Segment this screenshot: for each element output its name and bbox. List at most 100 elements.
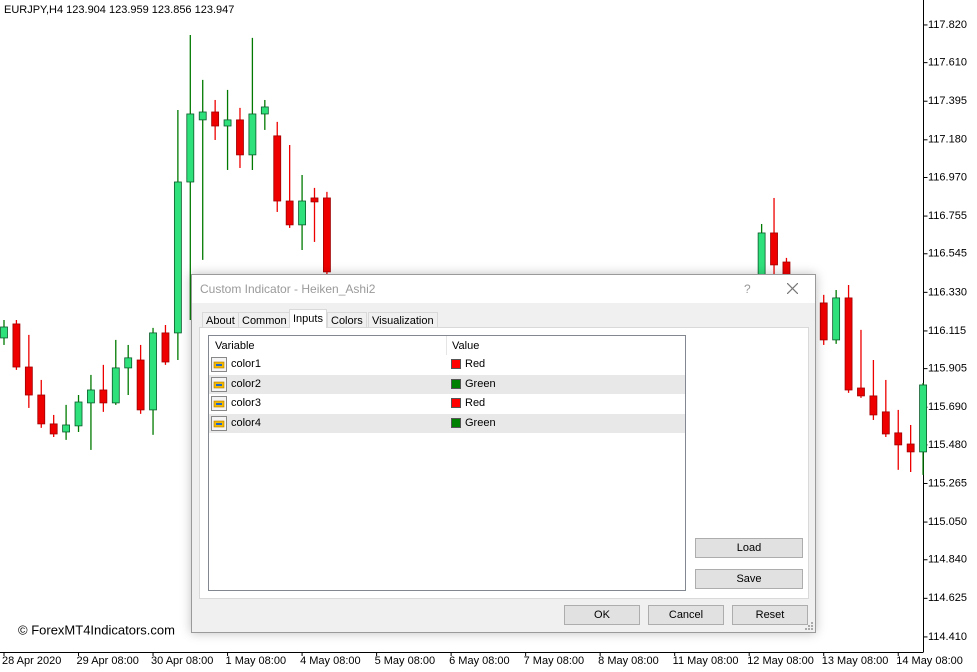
candle-body bbox=[273, 135, 282, 202]
candle-body bbox=[310, 197, 319, 203]
save-button[interactable]: Save bbox=[695, 569, 803, 589]
load-button[interactable]: Load bbox=[695, 538, 803, 558]
candle-body bbox=[0, 326, 8, 339]
column-separator bbox=[446, 336, 447, 355]
input-row[interactable]: color4 Green bbox=[209, 413, 685, 433]
candle-body bbox=[236, 119, 244, 156]
variable-name: color2 bbox=[231, 377, 261, 390]
x-tick-label: 6 May 08:00 bbox=[449, 655, 510, 667]
x-tick-label: 4 May 08:00 bbox=[300, 655, 361, 667]
cancel-button[interactable]: Cancel bbox=[648, 605, 724, 625]
column-header: Value bbox=[452, 340, 480, 352]
variable-icon bbox=[211, 357, 227, 372]
y-tick-label: 117.180 bbox=[928, 134, 967, 146]
x-tick-label: 14 May 08:00 bbox=[896, 655, 963, 667]
x-tick-label: 28 Apr 2020 bbox=[2, 655, 61, 667]
tab[interactable]: About bbox=[202, 312, 239, 327]
candle-body bbox=[757, 232, 766, 276]
candle-body bbox=[894, 432, 903, 446]
candle-body bbox=[857, 387, 865, 397]
dialog-title: Custom Indicator - Heiken_Ashi2 bbox=[200, 282, 376, 296]
input-row[interactable]: color3 Red bbox=[209, 394, 685, 413]
candle-body bbox=[37, 394, 46, 425]
candle-body bbox=[323, 197, 331, 273]
variable-name: color4 bbox=[231, 416, 261, 429]
candle-body bbox=[149, 332, 157, 411]
y-tick-label: 116.545 bbox=[928, 248, 967, 260]
input-row[interactable]: color1 Red bbox=[209, 355, 685, 374]
y-tick-label: 116.755 bbox=[928, 210, 967, 222]
y-tick-label: 114.410 bbox=[928, 631, 967, 643]
tab[interactable]: Colors bbox=[327, 312, 367, 327]
y-tick-label: 116.970 bbox=[928, 171, 967, 183]
tab[interactable]: Common bbox=[238, 312, 291, 327]
y-tick-label: 116.330 bbox=[928, 286, 967, 298]
candle-body bbox=[173, 181, 182, 334]
x-tick-label: 29 Apr 08:00 bbox=[77, 655, 139, 667]
tab-active[interactable]: Inputs bbox=[289, 309, 327, 328]
ok-button[interactable]: OK bbox=[564, 605, 640, 625]
tab[interactable]: Visualization bbox=[368, 312, 438, 327]
color-swatch bbox=[451, 378, 461, 389]
candle-body bbox=[62, 424, 70, 433]
candle-body bbox=[919, 384, 927, 453]
reset-button[interactable]: Reset bbox=[732, 605, 808, 625]
y-tick-label: 115.050 bbox=[928, 516, 967, 528]
watermark: © ForexMT4Indicators.com bbox=[18, 622, 175, 637]
candle-body bbox=[136, 359, 145, 411]
candle-body bbox=[260, 106, 269, 115]
variable-value: Red bbox=[465, 358, 486, 370]
y-tick-label: 115.690 bbox=[928, 401, 967, 413]
x-tick-label: 1 May 08:00 bbox=[226, 655, 287, 667]
variable-value: Green bbox=[465, 416, 496, 429]
y-tick-label: 117.610 bbox=[928, 57, 967, 69]
input-row[interactable]: color2 Green bbox=[209, 374, 685, 394]
y-tick-label: 117.820 bbox=[928, 19, 967, 31]
y-tick-label: 117.395 bbox=[928, 95, 967, 107]
help-button[interactable]: ? bbox=[744, 282, 751, 296]
candle-body bbox=[832, 297, 841, 341]
x-tick-label: 5 May 08:00 bbox=[375, 655, 436, 667]
x-tick-label: 7 May 08:00 bbox=[524, 655, 585, 667]
indicator-dialog: Custom Indicator - Heiken_Ashi2 ? About … bbox=[191, 274, 816, 633]
candle-body bbox=[298, 200, 306, 226]
candle-body bbox=[211, 111, 220, 127]
variable-icon bbox=[211, 396, 227, 411]
candle-body bbox=[285, 200, 294, 226]
close-button[interactable] bbox=[787, 283, 798, 294]
candle-body bbox=[223, 119, 232, 127]
candle-body bbox=[881, 411, 890, 435]
candle-body bbox=[819, 302, 828, 341]
variable-icon bbox=[211, 376, 227, 392]
candle-body bbox=[74, 401, 83, 427]
x-tick-label: 30 Apr 08:00 bbox=[151, 655, 213, 667]
variable-value: Green bbox=[465, 377, 496, 390]
variable-value: Red bbox=[465, 397, 486, 409]
candle-body bbox=[24, 366, 33, 396]
y-tick-label: 115.265 bbox=[928, 477, 967, 489]
resize-grip bbox=[805, 622, 813, 630]
y-tick-label: 116.115 bbox=[928, 325, 966, 337]
column-header: Variable bbox=[215, 340, 255, 352]
candle-body bbox=[12, 323, 21, 368]
candle-body bbox=[161, 332, 170, 363]
candle-body bbox=[248, 113, 257, 156]
y-tick-label: 115.905 bbox=[928, 363, 967, 375]
color-swatch bbox=[451, 417, 461, 428]
color-swatch bbox=[451, 359, 461, 369]
x-tick-label: 12 May 08:00 bbox=[747, 655, 814, 667]
candle-body bbox=[844, 297, 853, 391]
candle-body bbox=[906, 443, 915, 453]
chart-title: EURJPY,H4 123.904 123.959 123.856 123.94… bbox=[4, 4, 234, 16]
candle-body bbox=[124, 357, 133, 369]
candle-body bbox=[111, 367, 120, 404]
x-tick-label: 8 May 08:00 bbox=[598, 655, 659, 667]
x-tick-label: 13 May 08:00 bbox=[822, 655, 889, 667]
inputs-list: Variable Value color1 Red color2 Green color… bbox=[208, 335, 686, 591]
x-tick-label: 11 May 08:00 bbox=[673, 655, 739, 667]
variable-name: color1 bbox=[231, 358, 261, 370]
y-tick-label: 114.840 bbox=[928, 554, 967, 566]
candle-body bbox=[770, 232, 778, 266]
